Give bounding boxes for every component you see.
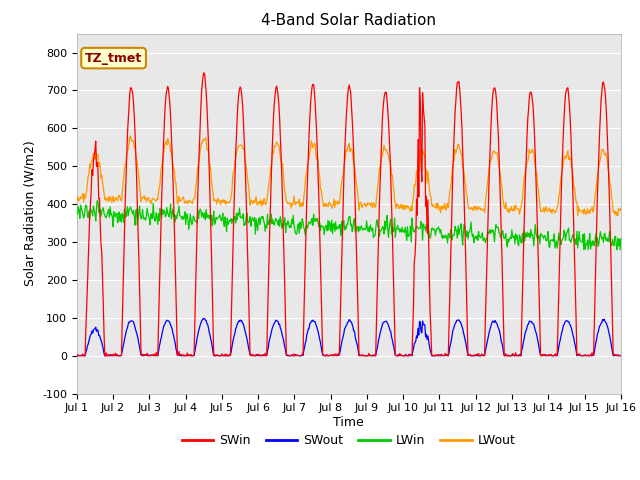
Y-axis label: Solar Radiation (W/m2): Solar Radiation (W/m2): [24, 141, 36, 287]
X-axis label: Time: Time: [333, 416, 364, 429]
Title: 4-Band Solar Radiation: 4-Band Solar Radiation: [261, 13, 436, 28]
Text: TZ_tmet: TZ_tmet: [85, 51, 142, 65]
Legend: SWin, SWout, LWin, LWout: SWin, SWout, LWin, LWout: [177, 429, 521, 452]
